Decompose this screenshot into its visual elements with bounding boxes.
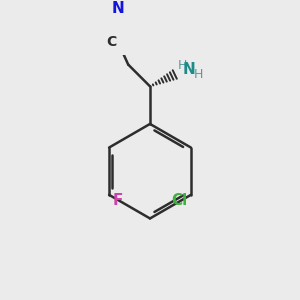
Text: N: N: [112, 1, 125, 16]
Text: F: F: [113, 193, 124, 208]
Text: H: H: [177, 59, 187, 72]
Text: Cl: Cl: [171, 193, 188, 208]
Text: N: N: [183, 62, 196, 77]
Text: H: H: [193, 68, 203, 81]
Text: C: C: [106, 34, 116, 49]
